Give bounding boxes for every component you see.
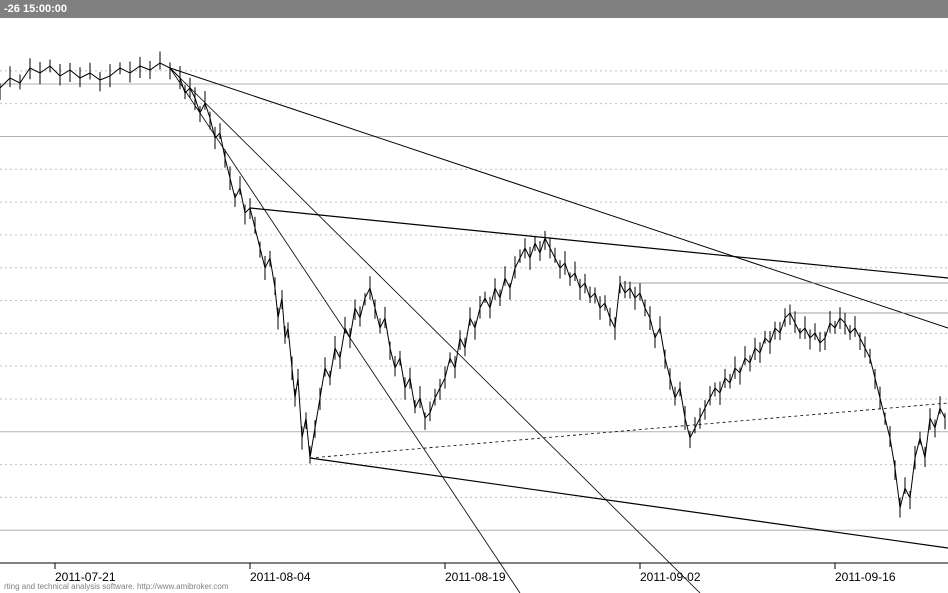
svg-text:2011-08-04: 2011-08-04 [250, 570, 311, 584]
svg-text:2011-09-16: 2011-09-16 [835, 570, 896, 584]
svg-text:2011-09-02: 2011-09-02 [640, 570, 701, 584]
footer-text: rting and technical analysis software. h… [4, 582, 229, 591]
titlebar-text: -26 15:00:00 [4, 3, 67, 15]
price-chart-svg: 2011-07-212011-08-042011-08-192011-09-02… [0, 18, 948, 593]
svg-text:2011-08-19: 2011-08-19 [445, 570, 506, 584]
footer-credit: rting and technical analysis software. h… [4, 582, 229, 591]
chart-area: 2011-07-212011-08-042011-08-192011-09-02… [0, 18, 948, 593]
chart-titlebar: -26 15:00:00 [0, 0, 948, 18]
